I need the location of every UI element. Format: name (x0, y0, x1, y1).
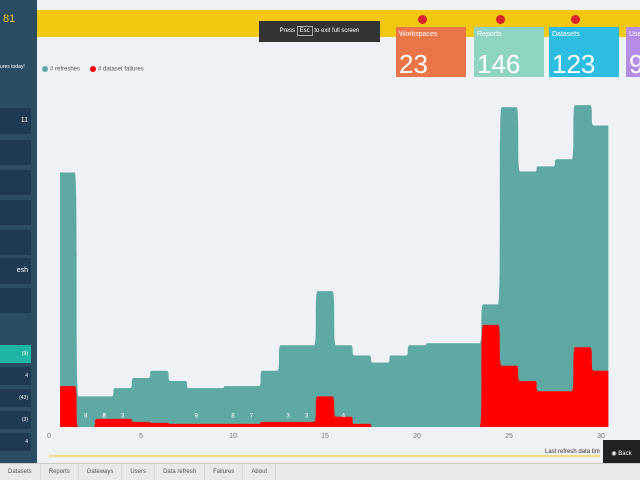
tile[interactable]: Use 9 (626, 27, 640, 79)
tile-title: Reports (477, 31, 502, 38)
point-label: 8 (84, 414, 88, 420)
point-label: 3 (305, 414, 309, 420)
tab-bar: Datasets Reports Gateways Users Data refresh… (0, 463, 640, 480)
point-label: 8 (231, 414, 235, 420)
x-tick-label: 30 (597, 433, 605, 440)
point-label: 3 (103, 414, 107, 420)
tile[interactable]: Workspaces 23 (396, 27, 466, 79)
legend-label: # refreshes (50, 67, 80, 73)
tile-title: Use (629, 31, 640, 38)
hint-text: to exit full screen (314, 28, 360, 34)
tab[interactable]: Users (122, 464, 156, 480)
back-label: Back (618, 451, 632, 457)
tab[interactable]: Reports (41, 464, 79, 480)
hint-text: Press (279, 28, 295, 34)
x-tick-label: 15 (321, 433, 329, 440)
sidebar-panel (0, 200, 31, 225)
sidebar-panel (0, 230, 31, 255)
tab[interactable]: About (243, 464, 277, 480)
tile-title: Workspaces (399, 31, 438, 38)
tile-value: 146 (477, 49, 521, 79)
pin (496, 15, 505, 24)
point-label: 6 (103, 414, 107, 420)
point-label: 3 (121, 414, 125, 420)
legend-swatch (42, 66, 48, 72)
tile[interactable]: Datasets 123 (549, 27, 619, 79)
legend-label: # dataset failures (98, 67, 144, 73)
tab[interactable]: Datasets (0, 464, 41, 480)
tile-value: 23 (399, 49, 428, 79)
tile-value: 123 (552, 49, 596, 79)
tab[interactable]: Failures (205, 464, 244, 480)
sidebar-value: (3) (0, 411, 31, 429)
sidebar-item: esh (0, 258, 31, 284)
x-tick-label: 0 (47, 433, 51, 440)
point-label: 9 (195, 414, 199, 420)
sidebar-value: (9) (0, 345, 31, 363)
sidebar-panel (0, 288, 31, 313)
tile[interactable]: Reports 146 (474, 27, 544, 79)
pin (571, 15, 580, 24)
point-label: 3 (287, 414, 291, 420)
sidebar-panel (0, 140, 31, 165)
sidebar-heading: ures today! (0, 64, 25, 70)
x-tick-label: 25 (505, 433, 513, 440)
sidebar-value: (43) (0, 389, 31, 407)
sidebar-panel (0, 170, 31, 195)
fullscreen-hint: Press Esc to exit full screen (259, 21, 380, 42)
app-code: 81 (3, 13, 16, 25)
point-label: 7 (250, 414, 254, 420)
hint-key: Esc (296, 26, 313, 36)
area (60, 324, 609, 427)
tile-value: 9 (629, 49, 640, 79)
sidebar-value: 4 (0, 433, 31, 451)
sidebar-value: 4 (0, 367, 31, 385)
point-label: 4 (342, 414, 346, 420)
tile-title: Datasets (552, 31, 580, 38)
footnote: Last refresh data tim (545, 449, 600, 455)
area (60, 105, 609, 427)
x-tick-label: 5 (139, 433, 143, 440)
x-tick-label: 10 (229, 433, 237, 440)
x-tick-label: 20 (413, 433, 421, 440)
legend-swatch (90, 66, 96, 72)
tab[interactable]: Gateways (79, 464, 123, 480)
sidebar-item: 11 (0, 108, 31, 134)
chart: 0 5 10 15 20 25 30 # refreshes # dataset failure… (42, 66, 609, 457)
tab[interactable]: Data refresh (155, 464, 206, 480)
pin (418, 15, 427, 24)
